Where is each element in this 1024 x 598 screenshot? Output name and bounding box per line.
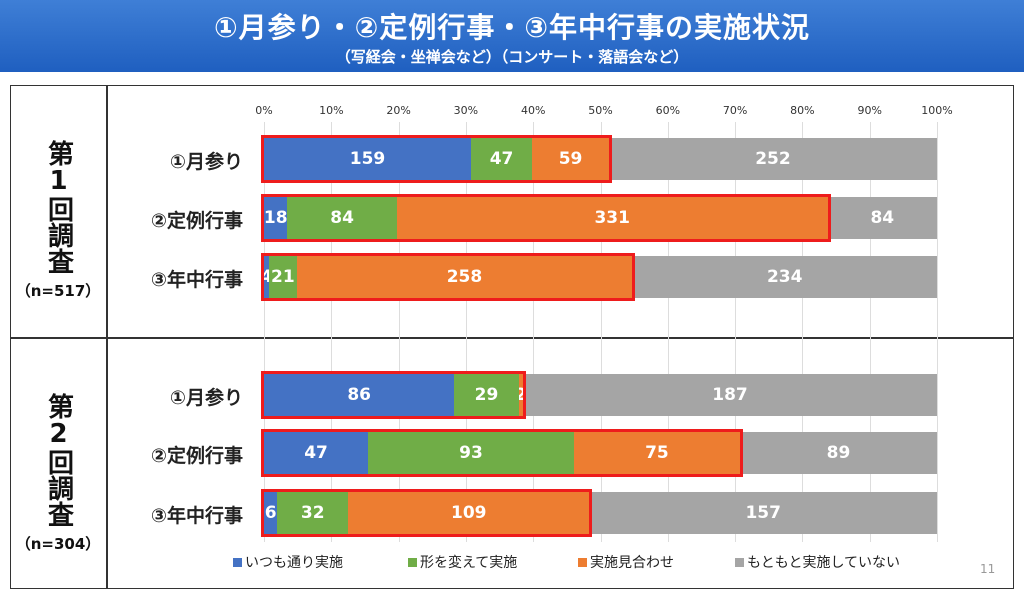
bar-segment: 47	[470, 138, 533, 180]
legend-item: もともと実施していない	[735, 552, 900, 572]
bar-segment: 32	[277, 492, 349, 534]
page-subtitle: （写経会・坐禅会など）（コンサート・落語会など）	[335, 48, 689, 66]
bar-segment: 18	[264, 197, 288, 239]
bar-segment: 84	[827, 197, 937, 239]
bar-segment: 59	[532, 138, 609, 180]
bar-segment: 157	[589, 492, 937, 534]
bar-segment: 86	[264, 374, 455, 416]
bar-segment: 109	[348, 492, 590, 534]
bar-segment: 93	[368, 432, 574, 474]
legend-swatch	[735, 557, 744, 567]
row-label: ①月参り	[169, 151, 243, 173]
x-tick-label: 50%	[588, 104, 613, 117]
bar-segment: 159	[264, 138, 471, 180]
x-tick-label: 100%	[921, 104, 953, 117]
legend-swatch	[578, 557, 587, 567]
x-tick-label: 40%	[520, 104, 546, 117]
page-title: ①月参り・②定例行事・③年中行事の実施状況	[213, 11, 811, 44]
bar-segment: 84	[287, 197, 397, 239]
x-tick-label: 90%	[857, 104, 882, 117]
gridline	[398, 122, 400, 542]
legend-item: いつも通り実施	[233, 552, 343, 572]
highlight-box	[261, 253, 636, 301]
bar-segment: 4	[264, 256, 270, 298]
bar-segment: 187	[523, 374, 937, 416]
legend-label: 実施見合わせ	[590, 555, 674, 571]
bar-segment: 258	[296, 256, 633, 298]
survey-1-label: 第1回調査 （n=517）	[10, 140, 106, 301]
gridline	[802, 122, 804, 542]
x-tick-label: 80%	[790, 104, 815, 117]
survey-n: （n=304）	[15, 535, 101, 553]
gridline	[937, 122, 938, 542]
highlight-box	[261, 429, 743, 477]
bar-segment: 2	[518, 374, 523, 416]
survey-title: 第2回調査	[43, 393, 74, 527]
row-label: ②定例行事	[150, 445, 243, 467]
gridline	[869, 122, 871, 542]
x-tick-label: 10%	[319, 104, 344, 117]
page-number: 11	[980, 562, 996, 576]
gridline	[600, 122, 602, 542]
title-banner: ①月参り・②定例行事・③年中行事の実施状況 （写経会・坐禅会など）（コンサート・…	[0, 0, 1024, 72]
row-label: ①月参り	[169, 387, 243, 409]
legend-label: いつも通り実施	[245, 555, 343, 571]
bar-segment: 29	[454, 374, 519, 416]
gridline	[533, 122, 535, 542]
highlight-box	[261, 489, 593, 537]
survey-n: （n=517）	[15, 282, 101, 300]
legend-label: もともと実施していない	[747, 555, 901, 571]
row-label: ③年中行事	[150, 505, 243, 527]
x-tick-label: 20%	[386, 104, 411, 117]
legend-label: 形を変えて実施	[420, 555, 518, 571]
row-label: ③年中行事	[150, 269, 243, 291]
divider	[10, 337, 1014, 339]
legend-swatch	[408, 557, 417, 567]
legend-item: 実施見合わせ	[578, 552, 674, 572]
highlight-box	[261, 135, 612, 183]
x-tick-label: 60%	[655, 104, 681, 117]
survey-title: 第1回調査	[43, 140, 74, 274]
bar-segment: 75	[573, 432, 740, 474]
survey-2-label: 第2回調査 （n=304）	[10, 393, 106, 554]
x-tick-label: 70%	[722, 104, 748, 117]
bar-segment: 252	[608, 138, 937, 180]
gridline	[667, 122, 669, 542]
x-tick-label: 0%	[255, 104, 273, 117]
legend-item: 形を変えて実施	[408, 552, 517, 572]
x-tick-label: 30%	[453, 104, 479, 117]
bar-segment: 234	[632, 256, 937, 298]
gridline	[735, 122, 737, 542]
bar-segment: 89	[739, 432, 937, 474]
legend-swatch	[233, 557, 242, 567]
row-label: ②定例行事	[150, 210, 243, 232]
bar-segment: 47	[264, 432, 369, 474]
highlight-box	[261, 194, 831, 242]
gridline	[331, 122, 333, 542]
bar-segment: 6	[264, 492, 278, 534]
highlight-box	[261, 371, 527, 419]
bar-segment: 331	[396, 197, 828, 239]
bar-segment: 21	[269, 256, 297, 298]
gridline	[465, 122, 467, 542]
gridline	[264, 122, 265, 542]
